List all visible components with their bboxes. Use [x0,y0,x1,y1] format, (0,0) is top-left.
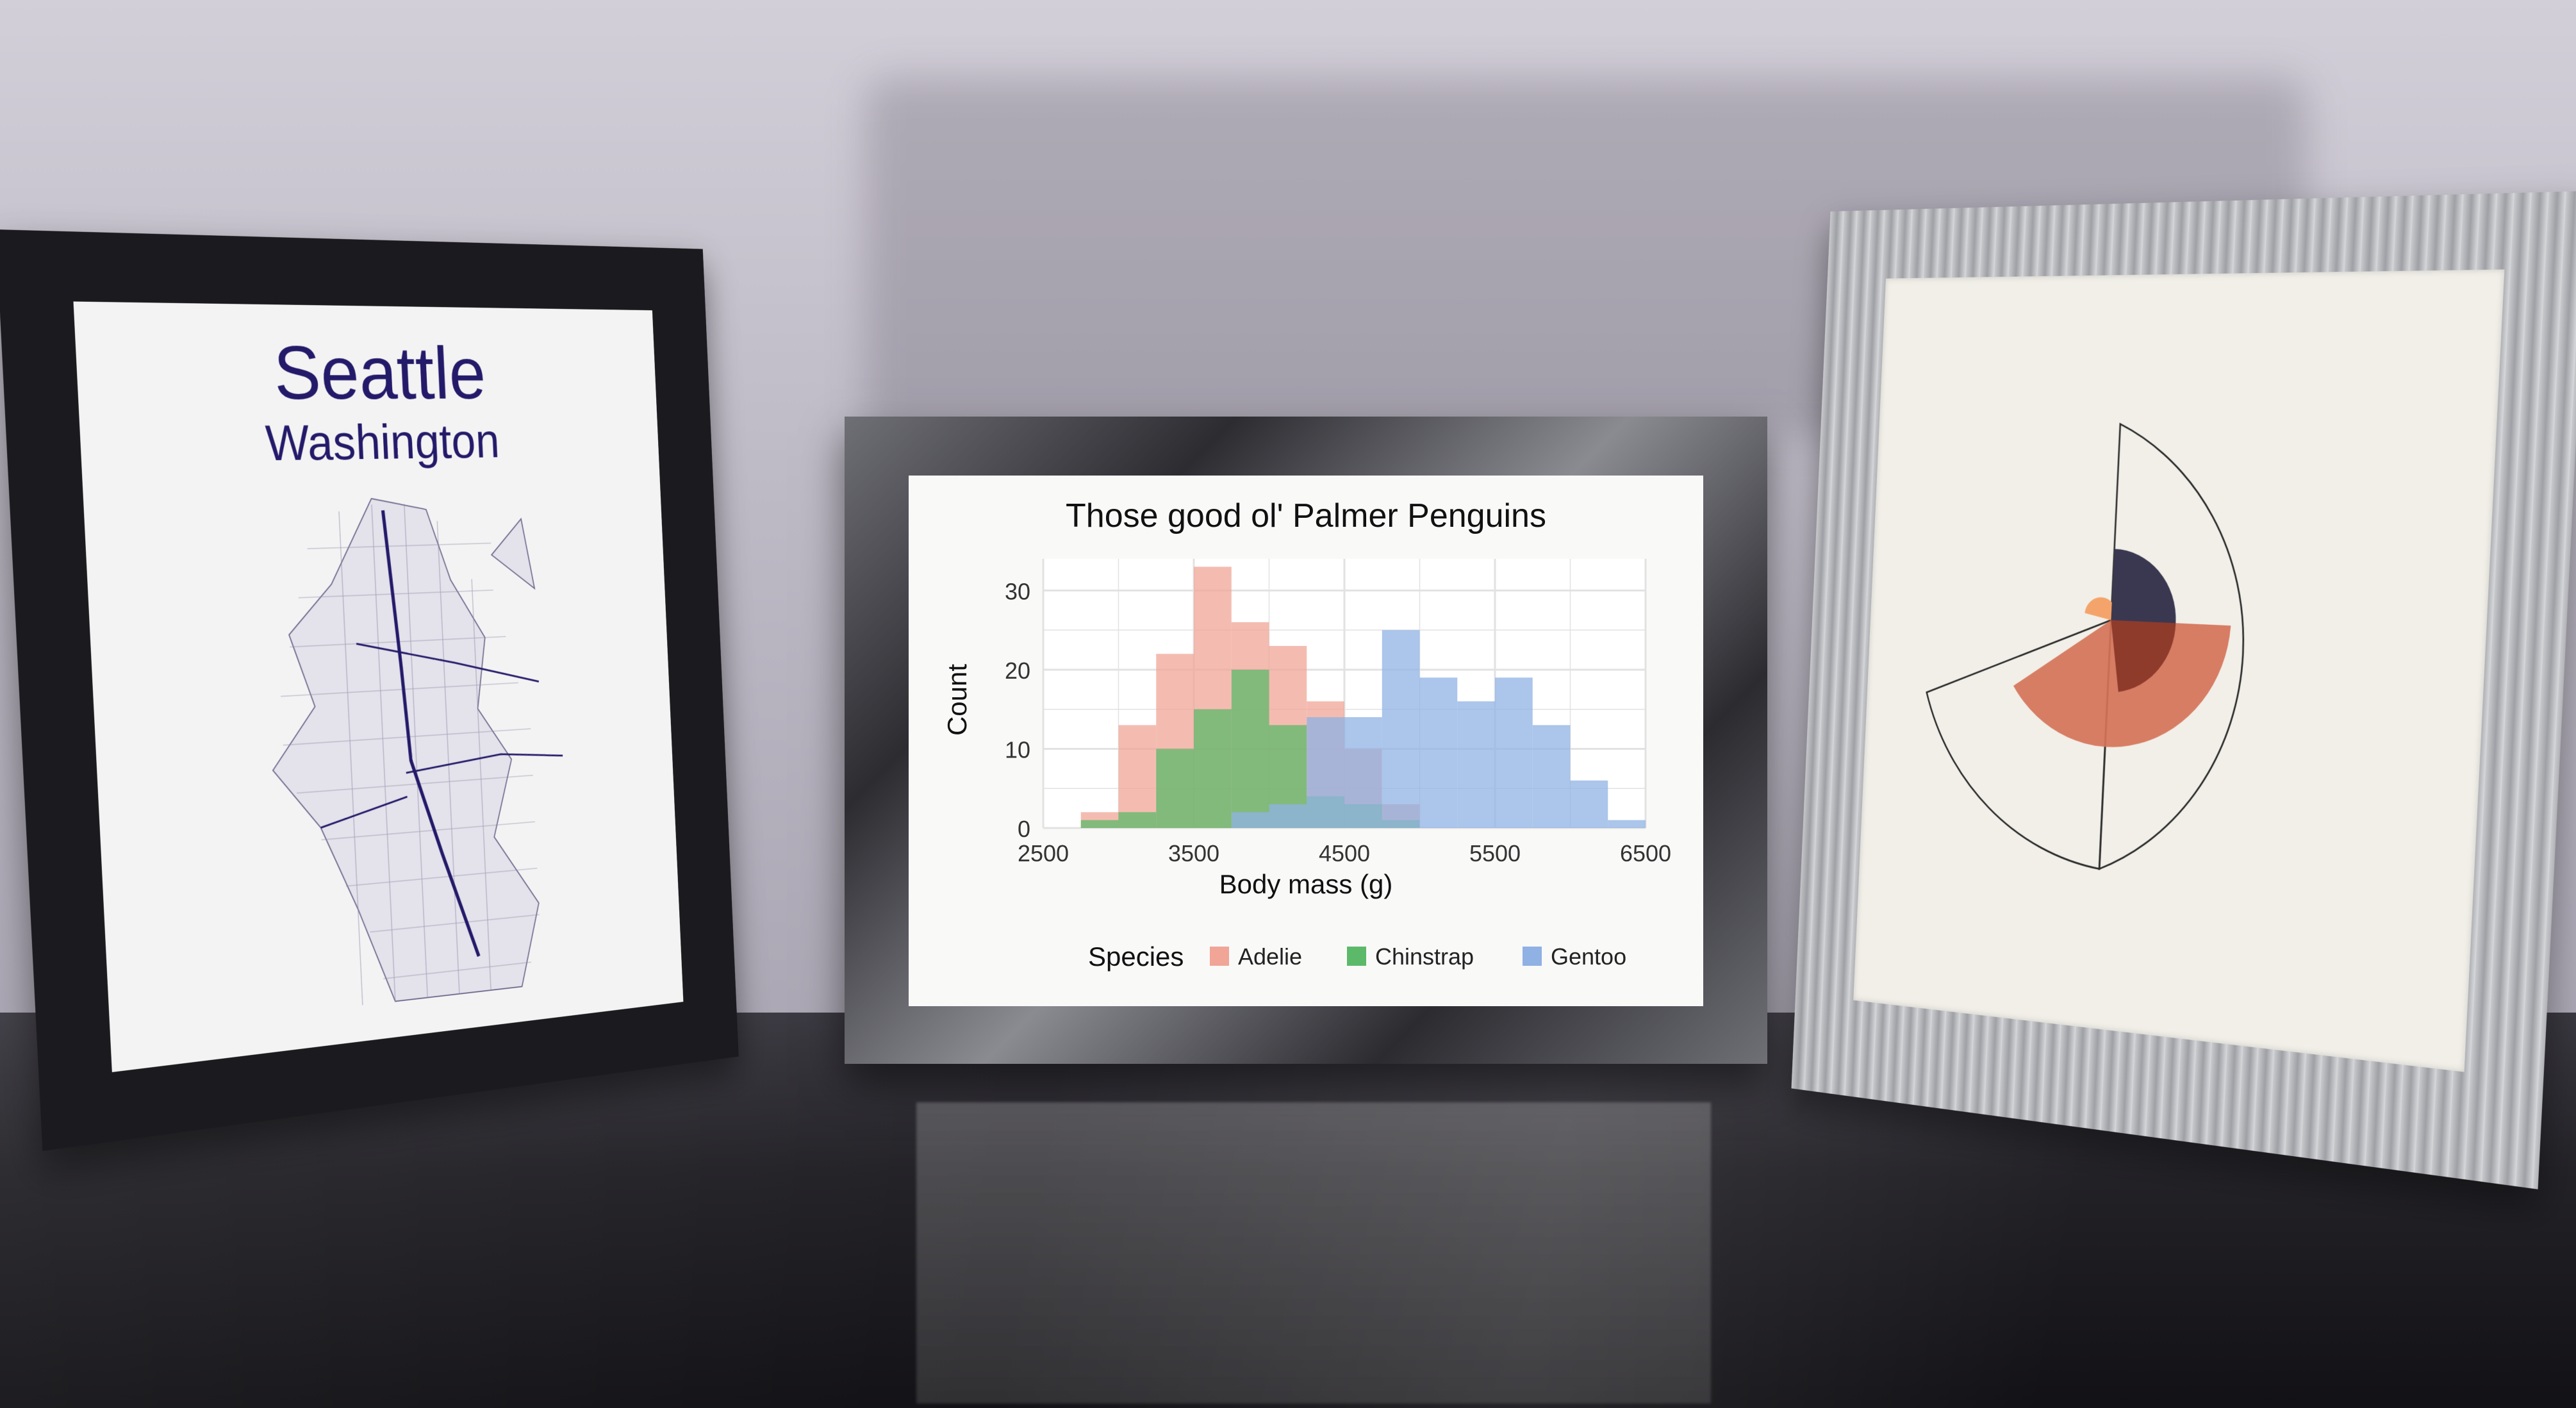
navy-sector [2111,549,2179,623]
chart-title: Those good ol' Palmer Penguins [1066,497,1546,534]
legend-swatch [1347,947,1366,966]
left-frame: Seattle Washington [0,229,739,1151]
y-tick-label: 20 [1005,658,1030,684]
penguin-chart-print: Those good ol' Palmer Penguins 0 10 20 30 2… [909,476,1703,1006]
table-reflection [916,1102,1711,1404]
seattle-subtitle: Washington [79,413,659,476]
histogram-bar [1382,630,1420,828]
right-frame [1791,191,2576,1189]
polar-shapes [1853,269,2504,1072]
seattle-title: Seattle [74,327,657,418]
chart-legend: Species Adelie Chinstrap Gentoo [1088,941,1626,972]
histogram-bar [1457,701,1495,828]
y-tick-label: 10 [1005,736,1030,763]
legend-label: Adelie [1238,943,1302,970]
legend-label: Gentoo [1551,943,1626,970]
histogram-bar [1156,749,1194,828]
histogram-bar [1232,812,1269,828]
legend-title: Species [1088,941,1184,972]
y-axis-label: Count [942,664,972,736]
histogram-bar [1571,781,1608,828]
city-street-map [131,482,643,1041]
x-tick-label: 5500 [1469,840,1521,866]
polar-art-print [1853,269,2504,1072]
y-tick-label: 30 [1005,578,1030,604]
histogram-bar [1533,725,1571,828]
histogram-bar [1081,820,1119,828]
histogram-bar [1420,677,1458,828]
histogram-bar [1119,812,1157,828]
x-axis-ticks: 2500 3500 4500 5500 6500 [1018,840,1671,866]
x-tick-label: 6500 [1620,840,1671,866]
x-tick-label: 2500 [1018,840,1069,866]
legend-swatch [1523,947,1542,966]
middle-frame: Those good ol' Palmer Penguins 0 10 20 30 2… [845,417,1767,1064]
penguin-histogram: Those good ol' Palmer Penguins 0 10 20 30 2… [909,476,1703,1006]
histogram-bar [1194,709,1232,828]
x-tick-label: 3500 [1168,840,1219,866]
legend-label: Chinstrap [1375,943,1474,970]
orange-sector [2085,597,2112,620]
histogram-bar [1344,717,1382,828]
x-axis-label: Body mass (g) [1219,869,1393,899]
histogram-bar [1232,670,1269,828]
y-axis-ticks: 0 10 20 30 [1005,578,1030,842]
histogram-bar [1307,717,1344,828]
y-tick-label: 0 [1018,816,1030,842]
x-tick-label: 4500 [1319,840,1370,866]
histogram-bar [1495,677,1533,828]
histogram-bar [1269,804,1307,828]
seattle-map-print: Seattle Washington [73,301,683,1072]
histogram-bar [1608,820,1646,828]
legend-swatch [1210,947,1229,966]
